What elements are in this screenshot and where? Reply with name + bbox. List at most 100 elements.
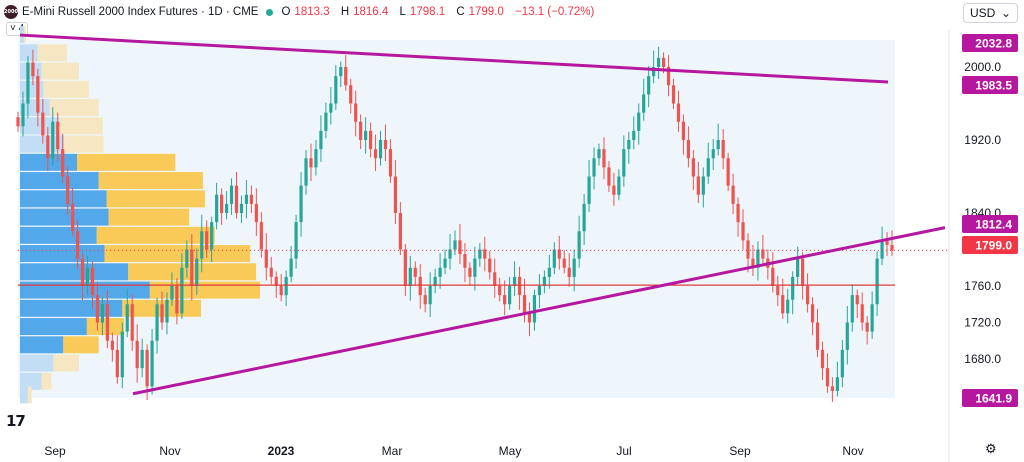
candle-body [532, 295, 537, 323]
candle-body [617, 176, 621, 195]
candle-body [110, 340, 114, 350]
change-value: −13.1 (−0.72%) [515, 6, 595, 18]
candle-body [190, 249, 194, 286]
market-status-dot[interactable] [266, 8, 274, 16]
candle-body [542, 276, 546, 286]
candle-body [731, 185, 735, 204]
candle-body [835, 377, 839, 391]
candle-body [850, 295, 854, 323]
currency-select[interactable]: USD ⌄ [963, 3, 1018, 23]
candle-body [324, 112, 328, 131]
candle-body [701, 176, 705, 195]
candle-body [165, 299, 169, 323]
candle-body [334, 76, 338, 104]
candle-body [845, 322, 849, 350]
candle-body [249, 194, 253, 204]
candle-body [751, 258, 755, 268]
candle-body [314, 149, 318, 168]
candle-body [205, 231, 209, 250]
high-value: 1816.4 [353, 6, 389, 18]
candle-body [339, 67, 343, 77]
candle-body [483, 249, 487, 259]
price-label-text: 1641.9 [975, 392, 1012, 406]
price-label-badge [962, 34, 1018, 52]
volume-profile-up-bar [20, 44, 38, 62]
volume-profile-up-bar [20, 62, 42, 80]
candle-body [508, 286, 512, 305]
time-tick-label: Nov [159, 444, 180, 458]
candle-body [642, 94, 646, 113]
candle-body [418, 276, 422, 296]
volume-profile-down-bar [96, 226, 215, 244]
volume-profile-down-bar [77, 153, 176, 171]
candle-body [632, 130, 636, 140]
candle-body [468, 267, 472, 277]
gear-icon[interactable]: ⚙ [985, 441, 997, 456]
price-label-badge [962, 76, 1018, 94]
candle-body [726, 158, 730, 186]
candle-body [756, 249, 760, 268]
candle-body [805, 286, 810, 305]
candle-body [150, 340, 154, 387]
candle-body [761, 249, 765, 259]
price-label-badge [962, 389, 1018, 407]
volume-profile-up-bar [20, 117, 60, 135]
candle-body [781, 295, 785, 314]
candle-body [329, 103, 333, 113]
candle-body [815, 322, 820, 350]
price-label-badge [962, 215, 1018, 233]
candle-body [373, 149, 378, 159]
price-tick-label: 1760.0 [964, 279, 1001, 293]
candle-body [46, 135, 50, 159]
symbol-title[interactable]: E-Mini Russell 2000 Index Futures · 1D ·… [22, 6, 259, 18]
candle-body [41, 112, 45, 136]
candle-body [587, 176, 591, 204]
candle-body [473, 258, 477, 277]
candle-body [711, 149, 715, 159]
candle-body [691, 158, 695, 177]
candle-body [855, 295, 859, 305]
candle-body [443, 258, 447, 268]
candle-body [875, 258, 879, 305]
price-tick-label: 2000.0 [964, 60, 1001, 74]
candle-body [368, 130, 373, 150]
candle-body [776, 286, 780, 296]
candle-body [746, 240, 750, 259]
candle-body [398, 213, 402, 250]
candle-body [493, 272, 497, 286]
volume-profile-up-bar [20, 372, 42, 390]
candle-body [503, 295, 507, 305]
candle-body [627, 140, 631, 150]
time-tick-label: Sep [729, 444, 751, 458]
price-tick-label: 1680.0 [964, 352, 1001, 366]
candle-body [229, 185, 234, 204]
candle-body [647, 76, 651, 95]
symbol-logo[interactable]: 2000 [4, 5, 18, 19]
candle-body [85, 267, 90, 286]
currency-label: USD [970, 6, 996, 20]
volume-profile-down-bar [37, 44, 68, 62]
candle-body [80, 258, 85, 286]
candle-body [224, 203, 229, 213]
candle-body [185, 249, 189, 268]
candle-body [130, 304, 134, 341]
candle-body [622, 149, 626, 177]
candle-body [239, 203, 244, 213]
tradingview-logo[interactable]: 17 [6, 412, 26, 430]
candle-body [567, 267, 571, 277]
candle-body [463, 254, 467, 268]
candle-body [31, 62, 35, 77]
candle-body [661, 57, 666, 67]
candle-body [294, 222, 298, 259]
time-tick-label: Mar [382, 444, 403, 458]
candle-body [810, 304, 815, 323]
volume-profile-up-bar [20, 263, 129, 281]
candle-body [671, 85, 676, 104]
candle-body [820, 349, 825, 369]
time-tick-label: Sep [44, 444, 66, 458]
candle-body [582, 203, 586, 232]
candle-body [478, 249, 482, 259]
candle-body [577, 231, 581, 259]
time-tick-label: 2023 [268, 444, 295, 458]
